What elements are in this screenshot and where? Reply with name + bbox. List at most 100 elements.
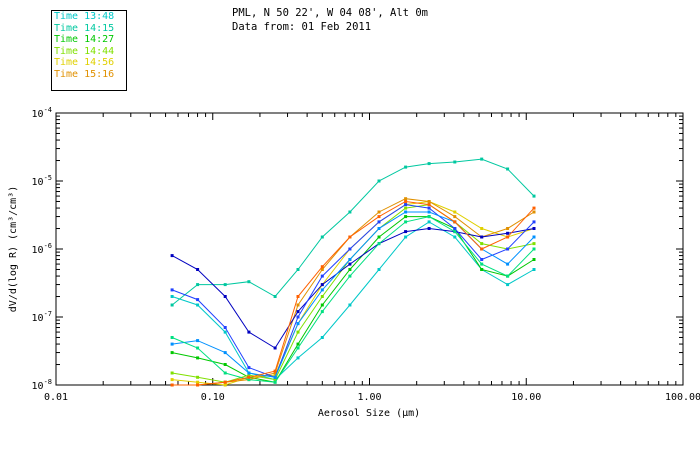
data-point: [223, 351, 227, 355]
data-point: [247, 330, 251, 334]
data-point: [506, 227, 510, 230]
series-line: [172, 200, 535, 386]
data-point: [296, 310, 300, 314]
data-point: [377, 235, 381, 239]
y-tick-label: 10-4: [32, 106, 52, 120]
data-point: [170, 254, 174, 258]
data-point: [196, 298, 200, 302]
series-line: [172, 204, 535, 383]
data-point: [273, 380, 277, 384]
chart-header: PML, N 50 22', W 04 08', Alt 0m Data fro…: [232, 6, 428, 34]
x-tick-label: 0.10: [201, 392, 225, 403]
data-point: [348, 274, 352, 278]
data-point: [377, 215, 381, 219]
data-point: [404, 197, 408, 201]
data-point: [170, 336, 174, 339]
data-point: [273, 375, 277, 379]
data-point: [348, 210, 352, 214]
data-point: [532, 206, 536, 210]
data-point: [223, 383, 227, 387]
data-point: [296, 303, 300, 307]
data-point: [273, 371, 277, 375]
data-point: [296, 330, 300, 334]
data-point: [170, 378, 174, 382]
data-point: [296, 322, 300, 326]
data-point: [377, 179, 381, 183]
data-point: [404, 215, 408, 219]
data-point: [427, 215, 431, 219]
data-point: [223, 295, 227, 298]
data-point: [196, 356, 200, 360]
data-point: [480, 227, 484, 230]
data-point: [196, 283, 200, 287]
data-point: [427, 220, 431, 224]
x-tick-label: 10.00: [511, 392, 541, 403]
data-point: [273, 378, 277, 382]
data-point: [247, 280, 251, 284]
data-point: [532, 258, 536, 261]
data-point: [480, 242, 484, 246]
data-point: [532, 268, 536, 271]
legend: Time 13:48 Time 14:15 Time 14:27 Time 14:44…: [51, 10, 127, 91]
data-point: [223, 380, 227, 384]
data-point: [377, 268, 381, 271]
data-point: [320, 283, 324, 287]
data-point: [296, 356, 300, 360]
data-point: [348, 235, 352, 239]
series-line: [172, 200, 535, 386]
legend-item: Time 13:48: [54, 11, 115, 22]
data-point: [427, 210, 431, 214]
y-tick-label: 10-5: [32, 174, 52, 188]
data-point: [296, 346, 300, 350]
data-point: [506, 283, 510, 287]
data-point: [170, 295, 174, 298]
data-point: [196, 346, 200, 350]
data-point: [223, 330, 227, 334]
y-tick-label: 10-6: [32, 242, 52, 256]
y-axis-title: dV/d(log R) (cm³/cm³): [8, 186, 19, 312]
data-point: [170, 288, 174, 292]
data-point: [532, 220, 536, 224]
data-point: [532, 210, 536, 214]
legend-item: Time 15:16: [54, 68, 115, 80]
data-point: [196, 383, 200, 387]
data-point: [196, 375, 200, 379]
data-point: [480, 262, 484, 266]
data-point: [532, 227, 536, 230]
data-point: [453, 160, 457, 164]
data-point: [506, 262, 510, 266]
data-point: [377, 220, 381, 224]
data-point: [404, 210, 408, 214]
data-point: [480, 247, 484, 251]
data-point: [170, 342, 174, 346]
data-point: [404, 206, 408, 210]
data-point: [506, 167, 510, 171]
data-point: [480, 268, 484, 271]
data-point: [377, 210, 381, 214]
data-point: [247, 375, 251, 379]
data-point: [427, 203, 431, 207]
data-point: [320, 336, 324, 339]
data-point: [377, 227, 381, 230]
data-point: [348, 268, 352, 271]
data-point: [427, 206, 431, 210]
data-point: [196, 268, 200, 271]
date-label: Data from: 01 Feb 2011: [232, 21, 372, 33]
data-point: [296, 342, 300, 346]
legend-item: Time 14:27: [54, 34, 115, 45]
data-point: [170, 383, 174, 387]
data-point: [320, 235, 324, 239]
legend-item: Time 14:44: [54, 45, 115, 57]
data-point: [427, 162, 431, 166]
data-point: [506, 231, 510, 235]
data-point: [296, 295, 300, 298]
data-point: [348, 258, 352, 261]
data-point: [320, 288, 324, 292]
data-point: [404, 235, 408, 239]
data-point: [196, 303, 200, 307]
data-point: [532, 235, 536, 239]
data-point: [273, 295, 277, 298]
data-point: [453, 220, 457, 224]
data-point: [532, 194, 536, 198]
